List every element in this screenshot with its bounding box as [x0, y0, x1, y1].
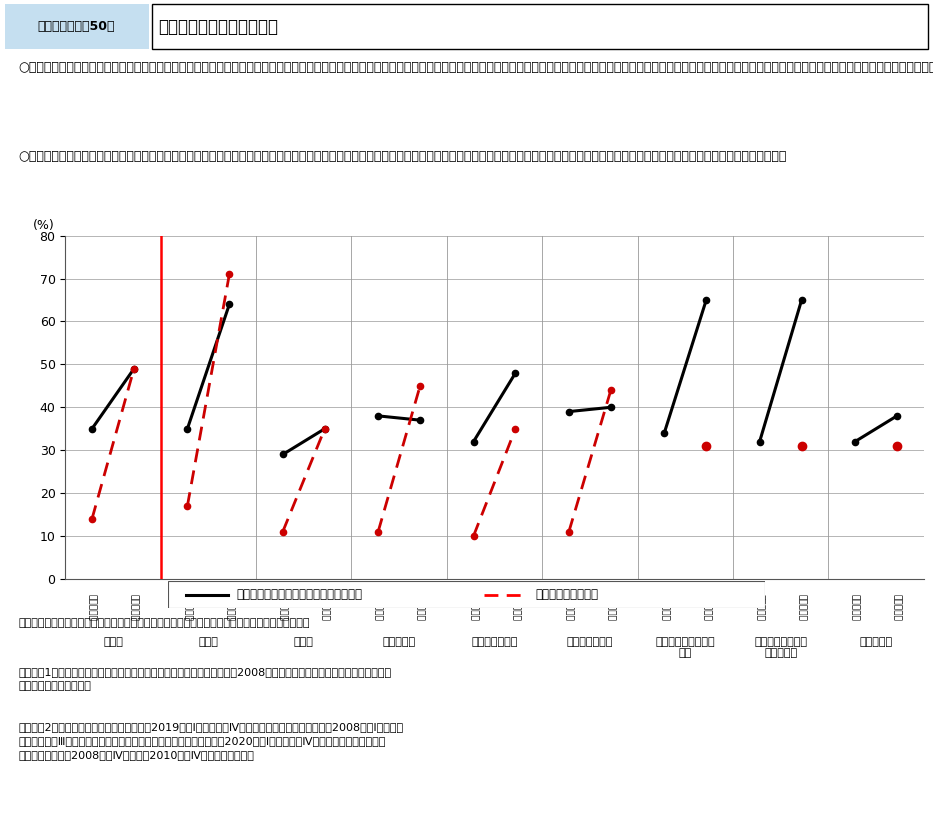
Text: 運輸業，郵便業: 運輸業，郵便業 [471, 637, 518, 647]
Text: ショック後: ショック後 [320, 594, 329, 621]
Text: リーマンショック期: リーマンショック期 [536, 588, 598, 601]
Text: ショック前: ショック前 [469, 594, 478, 621]
Text: ショック後: ショック後 [702, 594, 711, 621]
Text: ○　リーマンショック期には「製造業」を中心に幅広い業種で雇用調整の実施割合が上昇したのに対し、感染拡大期には従来から多くの産業で実施割合が高い水準にあったほか、: ○ リーマンショック期には「製造業」を中心に幅広い業種で雇用調整の実施割合が上昇… [19, 150, 787, 163]
Text: 建設業: 建設業 [294, 637, 313, 647]
Text: 卸売業，小売業: 卸売業，小売業 [566, 637, 613, 647]
Text: 産業計: 産業計 [103, 637, 123, 647]
Text: ショック前: ショック前 [88, 594, 96, 621]
Text: ショック前: ショック前 [373, 594, 383, 621]
Text: ショック前: ショック前 [851, 594, 859, 621]
Text: ショック後: ショック後 [415, 594, 425, 621]
Text: ショック前: ショック前 [564, 594, 574, 621]
Text: （注）　1）「生活関連サービス業，娯楽業」「医療，福祉」については2008年８月調査以前は調査していないため集計
　　　　　していない。: （注） 1）「生活関連サービス業，娯楽業」「医療，福祉」については2008年８月… [19, 667, 392, 691]
Text: ショック前: ショック前 [183, 594, 192, 621]
Text: ショック前: ショック前 [660, 594, 669, 621]
FancyBboxPatch shape [168, 581, 765, 608]
Text: ショック後: ショック後 [797, 594, 806, 621]
Text: 医療，福祉: 医療，福祉 [859, 637, 893, 647]
Text: ○　雇用調整実施事業所の割合を産業別にみると、感染拡大期においては、雇用調整実施事業所の割合が「生活関連サービス業，娯楽業」「宿泊業，飲食サービス業」「製造業」: ○ 雇用調整実施事業所の割合を産業別にみると、感染拡大期においては、雇用調整実施… [19, 61, 933, 74]
Text: 製造業: 製造業 [199, 637, 218, 647]
Text: ショック後: ショック後 [606, 594, 616, 621]
Text: 第１－（５）－50図: 第１－（５）－50図 [37, 21, 116, 33]
Text: 情報通信業: 情報通信業 [383, 637, 416, 647]
Text: 宿泊業，飲食サービ
ス業: 宿泊業，飲食サービ ス業 [655, 637, 715, 658]
Text: ショック後: ショック後 [511, 594, 520, 621]
FancyBboxPatch shape [5, 4, 149, 50]
Text: ショック前: ショック前 [755, 594, 764, 621]
Text: 資料出所　厚生労働省「労働経済動向調査」をもとに厚生労働省政策統括官付政策統括室にて作成: 資料出所 厚生労働省「労働経済動向調査」をもとに厚生労働省政策統括官付政策統括室… [19, 619, 310, 629]
Text: 生活関連サービス
業，娯楽業: 生活関連サービス 業，娯楽業 [754, 637, 807, 658]
Text: ショック前: ショック前 [278, 594, 287, 621]
Y-axis label: (%): (%) [33, 219, 55, 232]
Text: 雇用調整実施事業所の割合: 雇用調整実施事業所の割合 [159, 18, 279, 36]
Text: ショック後: ショック後 [225, 594, 234, 621]
Text: 2）「ショック前」は感染拡大期は2019年第Ⅰ四半期〜第Ⅳ四半期、リーマンショック期は2008年第Ⅰ四半期〜
　　　　　第Ⅲ四半期の平均であり、「ショック後」は: 2）「ショック前」は感染拡大期は2019年第Ⅰ四半期〜第Ⅳ四半期、リーマンショッ… [19, 721, 404, 759]
Text: ショック後: ショック後 [130, 594, 138, 621]
FancyBboxPatch shape [152, 4, 928, 50]
Text: 新型コロナウイルス感染症の感染拡大期: 新型コロナウイルス感染症の感染拡大期 [237, 588, 363, 601]
Text: ショック後: ショック後 [893, 594, 901, 621]
